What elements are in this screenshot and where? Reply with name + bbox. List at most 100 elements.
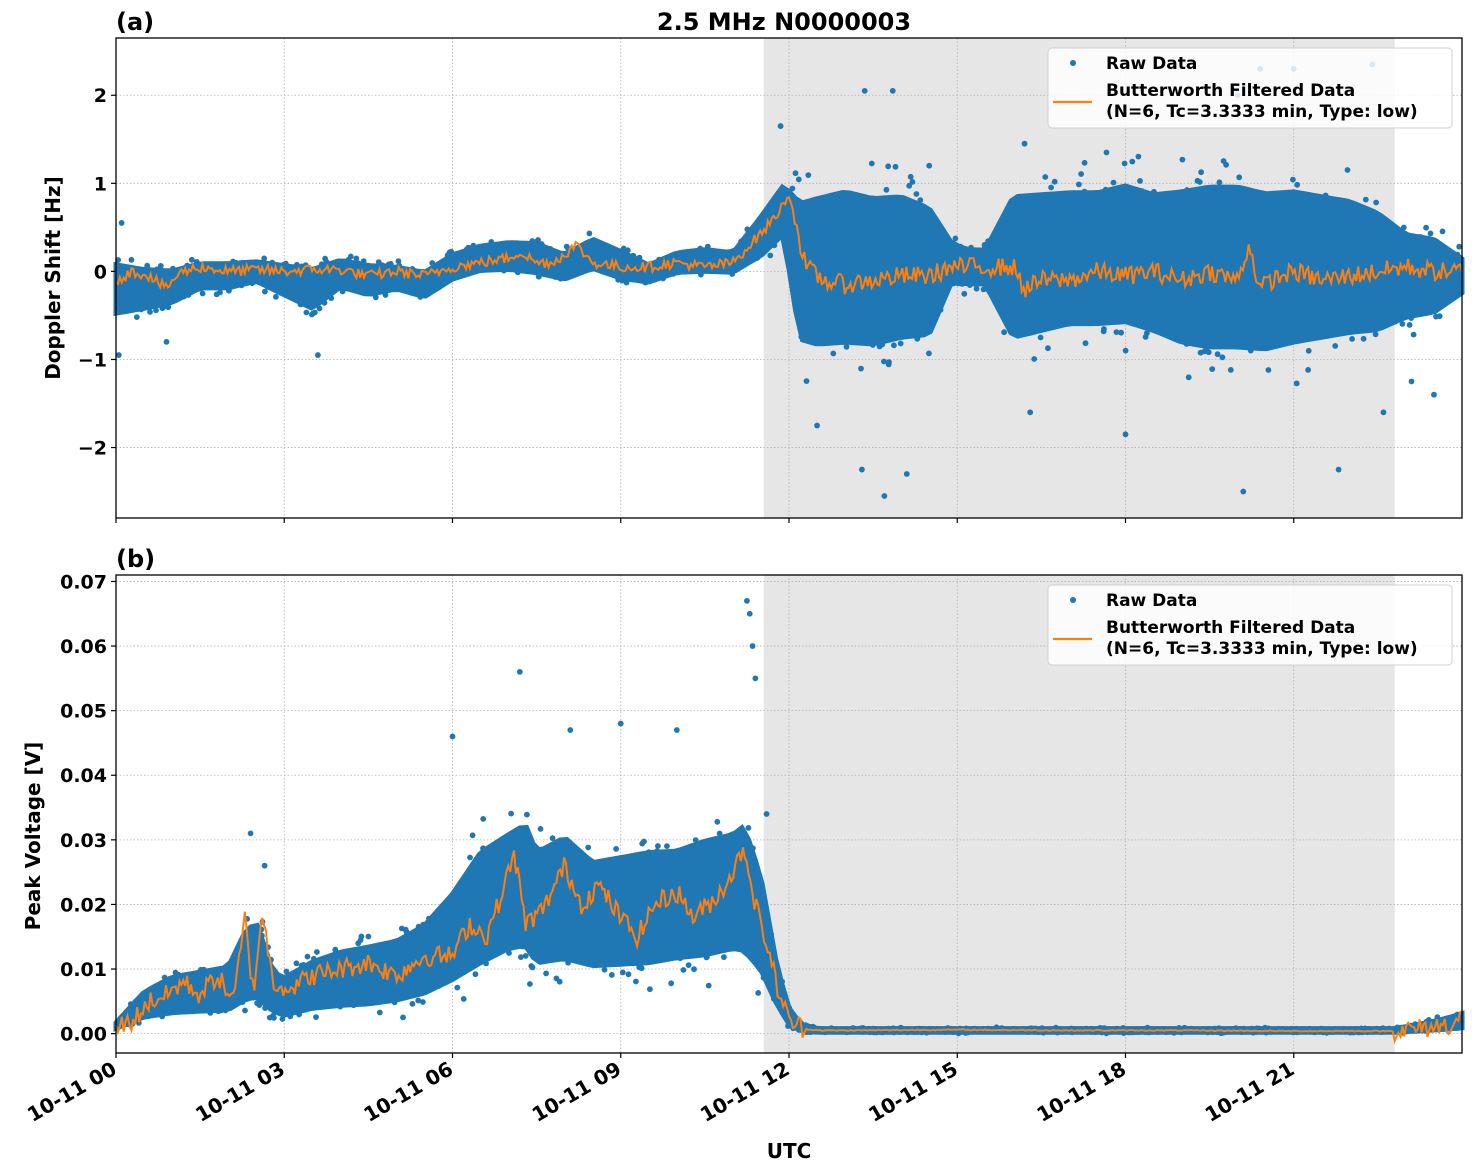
- raw-data-point: [467, 854, 473, 861]
- y-tick-label: −2: [78, 438, 107, 460]
- raw-data-point: [529, 964, 536, 971]
- raw-data-point: [522, 953, 529, 959]
- raw-data-point: [805, 172, 812, 179]
- raw-data-point: [843, 343, 850, 350]
- raw-data-point: [1456, 243, 1463, 250]
- raw-data-point: [691, 966, 697, 973]
- raw-data-point: [655, 843, 661, 849]
- raw-data-point: [755, 990, 762, 996]
- legend-marker-raw-data: [1070, 60, 1076, 66]
- raw-data-point: [961, 290, 968, 297]
- raw-data-point: [803, 378, 810, 384]
- raw-data-point: [1179, 156, 1186, 163]
- raw-data-point: [891, 342, 897, 349]
- y-tick-label: −1: [78, 349, 107, 371]
- raw-data-point: [601, 966, 608, 973]
- raw-data-point: [1332, 343, 1339, 349]
- raw-data-point: [1406, 322, 1413, 328]
- raw-data-point: [1214, 351, 1221, 358]
- raw-data-outlier: [926, 162, 933, 169]
- raw-data-point: [347, 253, 354, 260]
- raw-data-point: [705, 982, 712, 989]
- raw-data-point: [608, 972, 615, 978]
- raw-data-point: [454, 984, 461, 991]
- raw-data-point: [647, 986, 653, 993]
- raw-data-outlier: [814, 422, 820, 429]
- raw-data-point: [1198, 169, 1204, 176]
- raw-data-point: [376, 1009, 383, 1016]
- raw-data-point: [633, 978, 639, 985]
- raw-data-point: [1113, 329, 1120, 335]
- raw-data-point: [316, 305, 323, 312]
- raw-data-point: [556, 978, 563, 985]
- raw-data-point: [973, 285, 980, 292]
- panel-a-doppler-shift: (a) 2.5 MHz N0000003 210−1−2 Doppler Shi…: [41, 8, 1465, 523]
- raw-data-point: [1223, 161, 1229, 168]
- raw-data-point: [1081, 159, 1088, 166]
- raw-data-point: [1196, 179, 1203, 185]
- raw-data-outlier: [163, 338, 170, 345]
- raw-data-point: [480, 816, 487, 822]
- raw-data-point: [1118, 329, 1124, 336]
- raw-data-point: [1110, 179, 1117, 186]
- raw-data-point: [535, 237, 541, 243]
- raw-data-outlier: [1408, 378, 1415, 385]
- raw-data-point: [619, 969, 626, 976]
- raw-data-point: [409, 1000, 416, 1007]
- raw-data-point: [1122, 347, 1129, 354]
- raw-data-point: [795, 176, 802, 183]
- raw-data-point: [1290, 176, 1296, 183]
- raw-data-outlier: [777, 123, 784, 129]
- raw-data-point: [157, 263, 164, 269]
- raw-data-point: [303, 309, 310, 316]
- panel-b-peak-voltage: (b) 0.070.060.050.040.030.020.010.00 10-…: [21, 545, 1465, 1163]
- raw-data-point: [304, 953, 311, 960]
- figure-title: 2.5 MHz N0000003: [657, 8, 911, 36]
- raw-data-point: [1436, 313, 1443, 320]
- raw-data-point: [293, 960, 300, 967]
- raw-data-point: [242, 1007, 248, 1014]
- raw-data-point: [353, 255, 360, 262]
- panel-a-y-axis-label: Doppler Shift [Hz]: [41, 176, 65, 380]
- raw-data-point: [668, 980, 675, 987]
- raw-data-point: [273, 293, 279, 300]
- y-tick-label: 1: [94, 173, 107, 195]
- raw-data-point: [400, 1014, 406, 1021]
- raw-data-point: [1423, 224, 1429, 231]
- y-tick-label: 0: [94, 261, 107, 283]
- raw-data-point: [1082, 340, 1089, 347]
- legend-label-raw-data: Raw Data: [1106, 54, 1197, 74]
- raw-data-point: [1031, 356, 1038, 362]
- raw-data-point: [714, 818, 721, 825]
- raw-data-point: [641, 838, 647, 845]
- raw-data-outlier: [315, 352, 321, 358]
- raw-data-point: [868, 160, 875, 167]
- raw-data-point: [858, 365, 864, 372]
- raw-data-point: [1209, 366, 1216, 372]
- raw-data-point: [721, 954, 727, 960]
- raw-data-point: [1205, 349, 1212, 356]
- raw-data-point: [1216, 179, 1223, 186]
- raw-data-point: [906, 182, 913, 189]
- raw-data-point: [1360, 335, 1367, 342]
- raw-data-outlier: [1122, 431, 1129, 438]
- panel-a-y-ticks: 210−1−2: [78, 85, 116, 460]
- raw-data-point: [1103, 149, 1110, 156]
- raw-data-point: [1349, 336, 1355, 342]
- raw-data-point: [543, 970, 549, 977]
- raw-data-point: [883, 186, 890, 193]
- raw-data-point: [1042, 174, 1049, 180]
- raw-data-point: [1048, 184, 1054, 191]
- raw-data-point: [625, 971, 632, 978]
- raw-data-point: [830, 350, 837, 357]
- raw-data-point: [952, 235, 959, 242]
- raw-data-point: [1137, 178, 1143, 184]
- raw-data-point: [1135, 153, 1142, 160]
- raw-data-point: [153, 307, 159, 314]
- raw-data-outlier: [1431, 391, 1437, 398]
- raw-data-point: [1305, 367, 1311, 373]
- raw-data-point: [508, 810, 514, 817]
- raw-data-point: [1101, 326, 1107, 332]
- raw-data-point: [767, 252, 774, 259]
